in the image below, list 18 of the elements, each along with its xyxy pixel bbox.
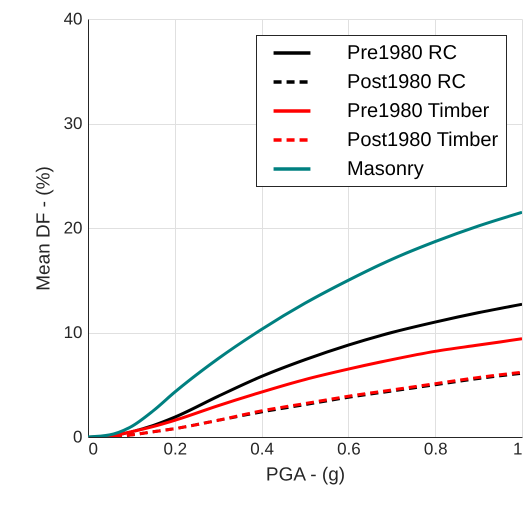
- y-tick-label: 20: [64, 218, 82, 238]
- legend-label: Pre1980 Timber: [347, 100, 490, 122]
- y-tick-label: 40: [64, 10, 82, 28]
- legend-label: Post1980 RC: [347, 71, 466, 93]
- x-tick-label: 0.6: [337, 440, 361, 458]
- x-tick-label: 1: [513, 440, 522, 458]
- legend-label: Pre1980 RC: [347, 42, 458, 64]
- y-tick-label: 10: [64, 323, 82, 342]
- x-axis-title: PGA - (g): [266, 464, 346, 486]
- y-tick-label: 30: [64, 114, 82, 133]
- x-tick-label: 0: [88, 440, 98, 458]
- x-tick-label: 0.4: [250, 440, 274, 458]
- y-tick-label: 0: [73, 428, 82, 446]
- y-axis-title: Mean DF - (%): [34, 166, 55, 291]
- legend-label: Masonry: [347, 158, 424, 180]
- x-tick-label: 0.2: [163, 440, 188, 458]
- x-tick-label: 0.8: [424, 440, 448, 458]
- legend-label: Post1980 Timber: [347, 129, 499, 151]
